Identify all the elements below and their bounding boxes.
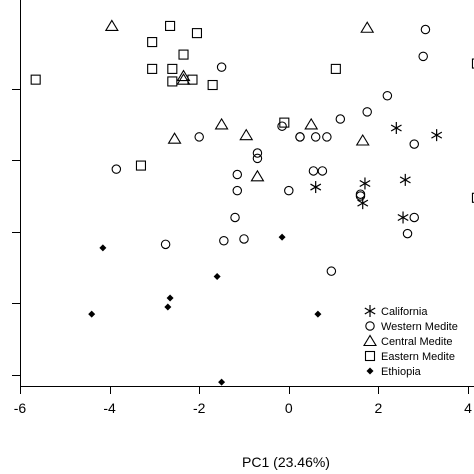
data-point [252,148,263,158]
x-axis: -6 -4 -2 0 2 4 [14,386,472,416]
data-point [317,166,328,176]
x-tick-label: 2 [375,400,383,416]
data-point [418,51,428,62]
plot-area [30,19,474,386]
data-point [362,107,372,117]
legend-marker-asterisk [364,305,376,317]
legend-label: Western Medite [381,321,458,333]
legend-label: Eastern Medite [381,351,455,363]
data-point [219,236,229,246]
legend-item: Central Medite [363,334,453,348]
data-point [355,191,366,201]
data-point [167,63,178,74]
data-point [239,128,254,141]
data-point [187,74,198,85]
data-point [104,19,119,32]
data-point [390,121,402,134]
data-point [382,91,393,101]
data-point [167,76,178,87]
data-point [409,212,419,223]
data-point [214,117,229,130]
legend: California Western Medite Central Medite Ea… [363,305,458,378]
data-point [326,266,337,276]
data-point [213,273,221,281]
data-point [335,114,346,124]
data-point [304,117,319,130]
data-point [178,49,189,60]
data-point [30,74,41,85]
legend-label: Central Medite [381,336,453,348]
data-point [308,166,319,176]
data-point [165,20,176,32]
data-point [250,169,265,182]
data-point [194,132,204,142]
data-point [310,132,321,142]
data-point [322,132,332,142]
legend-item: California [364,305,428,318]
data-point [167,132,182,144]
series-california [310,121,443,224]
legend-marker-square [364,350,376,362]
data-point [88,310,96,318]
data-point [399,173,411,186]
data-point [166,294,174,302]
data-point [252,153,263,164]
y-axis-ticks [12,89,20,376]
data-point [111,164,122,174]
data-point [218,378,226,386]
data-point [232,169,243,180]
data-point [191,28,203,39]
data-point [310,181,322,194]
x-axis-title: PC1 (23.46%) [242,454,330,470]
data-point [359,177,371,190]
data-point [230,212,240,223]
data-point [279,117,290,128]
data-point [147,37,158,48]
data-point [278,233,286,241]
x-tick-label: 0 [285,400,293,416]
data-point [147,63,158,74]
legend-item: Eastern Medite [364,350,455,363]
series-eastern-mediterranean [30,20,474,203]
data-point [330,63,341,74]
data-point [402,228,413,239]
data-point [239,234,249,244]
x-tick-label: 4 [464,400,472,416]
data-point [176,73,191,85]
series-western-mediterranean [111,24,431,276]
data-point [232,185,243,196]
legend-marker-triangle [363,334,377,347]
data-point [160,239,171,250]
data-point [420,24,431,35]
data-point [277,121,287,131]
data-point [135,160,147,171]
legend-marker-diamond [366,367,374,375]
data-point [397,211,409,224]
legend-marker-circle [365,321,375,331]
data-point [355,133,370,146]
data-point [314,310,322,318]
legend-item: Western Medite [365,321,458,333]
x-tick-label: -2 [193,400,206,416]
data-point [471,192,474,203]
data-point [207,79,218,91]
series-central-mediterranean [104,19,375,182]
x-tick-label: -6 [14,400,27,416]
x-tick-label: -4 [103,400,116,416]
legend-label: Ethiopia [381,366,422,378]
data-point [176,69,191,82]
data-point [409,139,419,149]
data-point [164,303,172,311]
legend-label: California [381,306,428,318]
series-ethiopia [88,233,322,386]
data-point [295,132,305,142]
data-point [216,62,227,72]
data-point [99,244,107,252]
data-point [360,21,375,33]
legend-item: Ethiopia [366,366,422,378]
data-point [284,185,294,196]
data-point [471,58,474,69]
data-point [431,129,443,142]
